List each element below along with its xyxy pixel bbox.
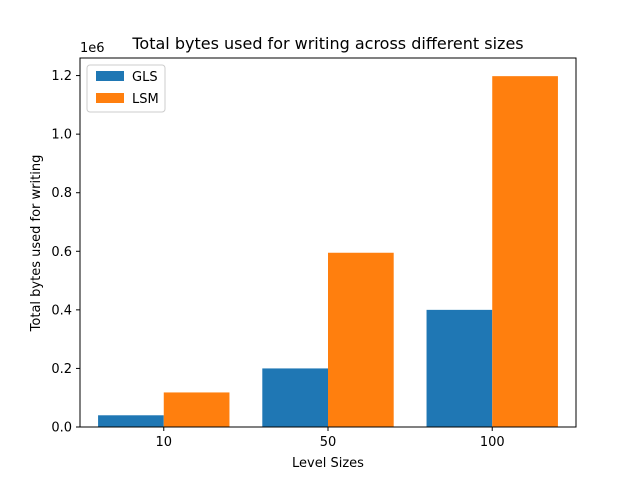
x-ticks-group: 10 50 100 [155, 427, 505, 450]
y-tick-label: 0.4 [51, 303, 72, 318]
bar-lsm-100 [492, 76, 558, 428]
legend: GLS LSM [86, 64, 166, 113]
y-ticks-group: 0.0 0.2 0.4 0.6 0.8 1.0 1.2 [51, 69, 80, 436]
bar-gls-100 [426, 309, 493, 427]
x-axis-label: Level Sizes [292, 456, 364, 471]
y-tick-label: 1.2 [51, 69, 72, 84]
bar-gls-50 [262, 368, 328, 427]
legend-label-lsm: LSM [132, 92, 159, 107]
legend-swatch-lsm [96, 93, 124, 103]
y-scale-label: 1e6 [80, 41, 105, 56]
bar-gls-10 [98, 415, 164, 427]
y-axis-label: Total bytes used for writing [29, 155, 44, 333]
bar-lsm-10 [163, 392, 230, 427]
bars-group [98, 76, 558, 428]
plot-frame [79, 57, 577, 428]
y-tick-label: 0.8 [51, 186, 72, 201]
y-tick-label: 0.6 [51, 245, 72, 260]
legend-swatch-gls [96, 71, 124, 81]
legend-label-gls: GLS [132, 70, 158, 85]
y-tick-label: 1.0 [51, 128, 72, 143]
bar-lsm-50 [328, 252, 394, 427]
y-tick-label: 0.0 [51, 421, 72, 436]
x-tick-label: 100 [480, 435, 505, 450]
x-tick-label: 50 [320, 435, 337, 450]
chart-title: Total bytes used for writing across diff… [131, 34, 523, 53]
y-tick-label: 0.2 [51, 362, 72, 377]
x-tick-label: 10 [155, 435, 172, 450]
